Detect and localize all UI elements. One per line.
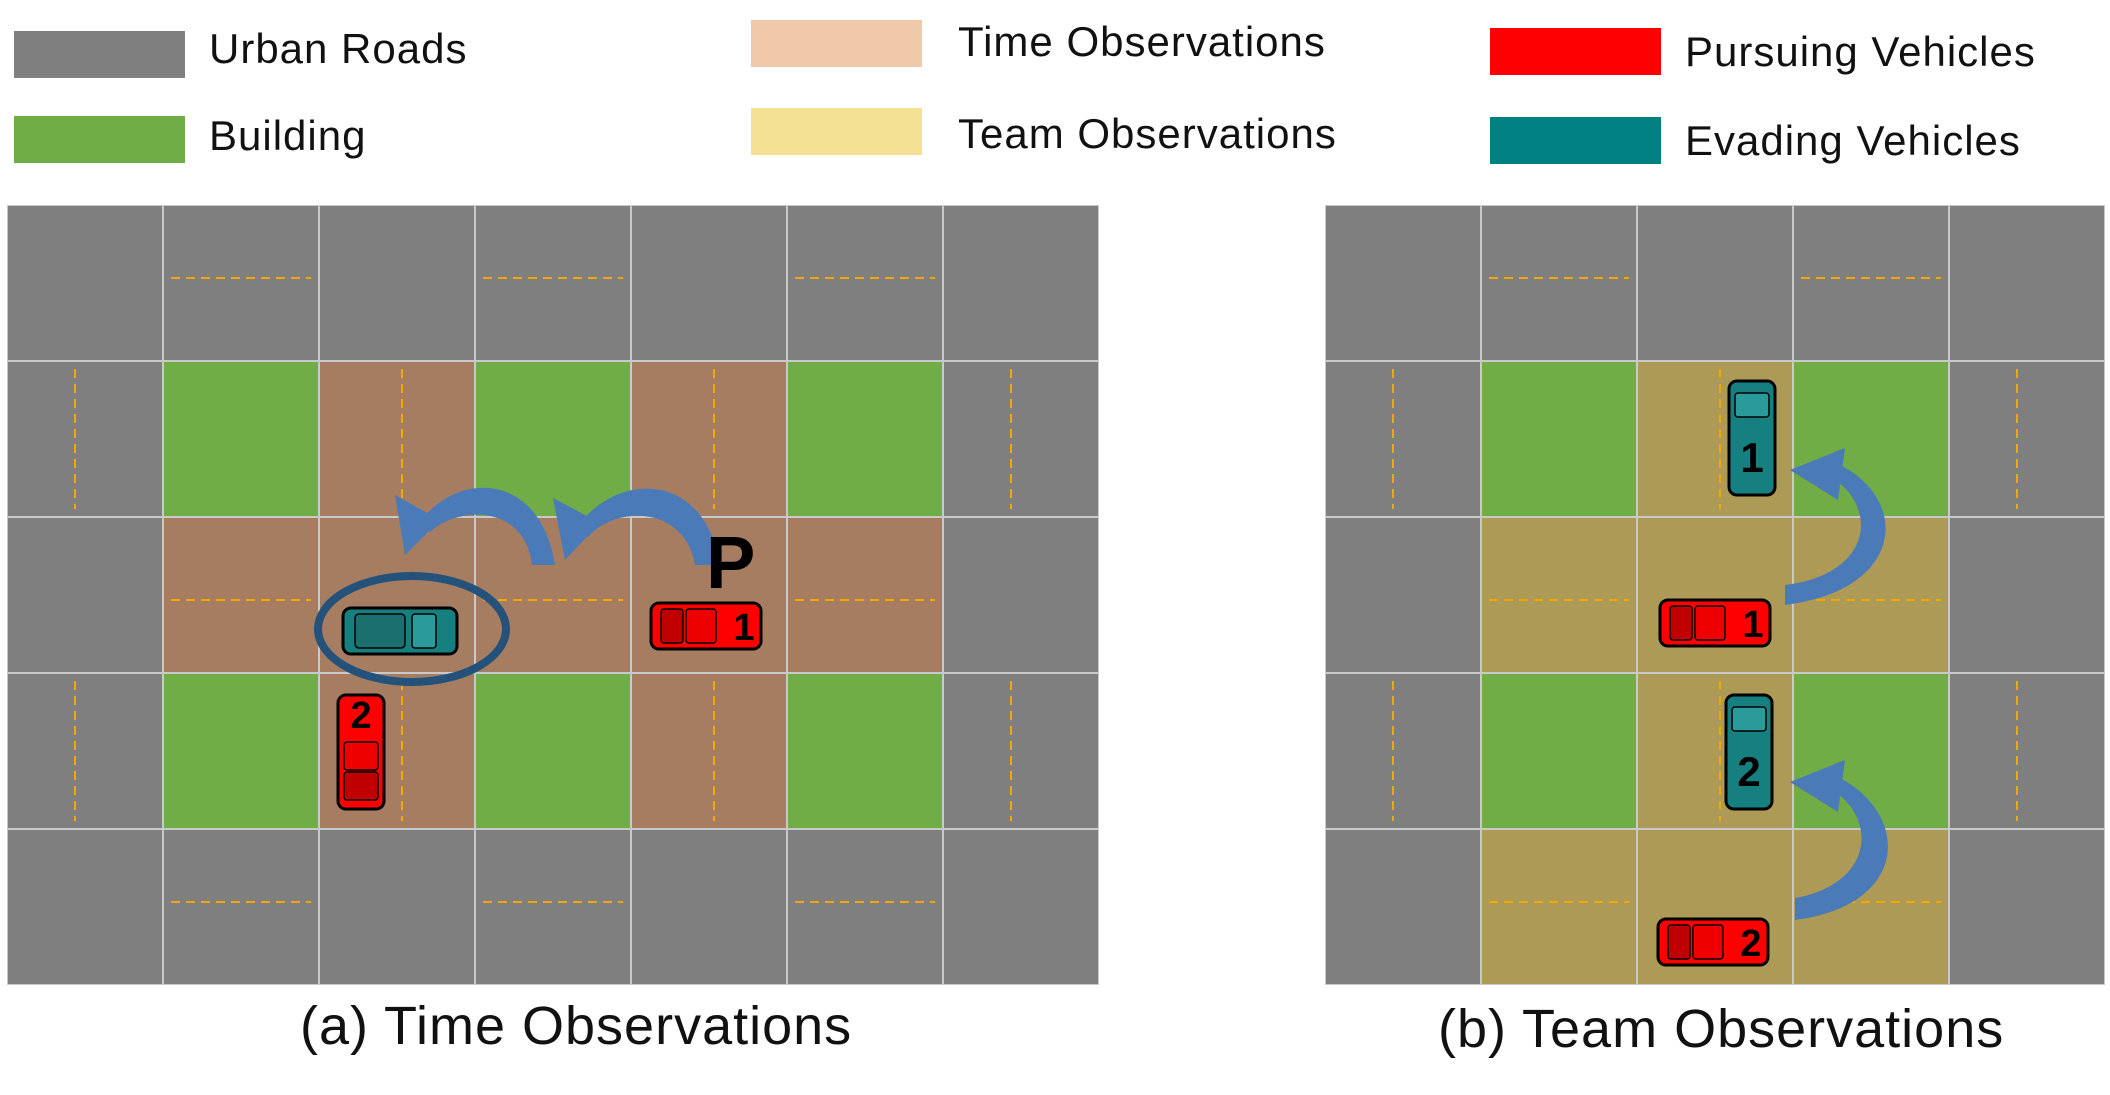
grid-cell-road <box>631 205 787 361</box>
pursuing-vehicle-a-1: 1 <box>649 601 763 651</box>
legend-swatch-team-observations <box>751 108 922 155</box>
grid-cell-road <box>631 829 787 985</box>
evader-number: 2 <box>1737 748 1760 795</box>
legend-swatch-building <box>14 116 185 163</box>
grid-cell-road <box>1325 517 1481 673</box>
grid-cell-time <box>319 361 475 517</box>
arrow-a-second-hop <box>575 488 720 565</box>
grid-cell-road <box>1325 205 1481 361</box>
pursuer-number: 2 <box>350 695 371 737</box>
legend-label-team-observations: Team Observations <box>958 110 1337 157</box>
grid-cell-road <box>943 361 1099 517</box>
grid-cell-road <box>475 829 631 985</box>
grid-cell-road <box>319 829 475 985</box>
grid-cell-road <box>1949 205 2105 361</box>
grid-cell-road <box>1481 205 1637 361</box>
grid-cell-road <box>787 829 943 985</box>
grid-cell-road <box>943 829 1099 985</box>
arrow-b-upper <box>1785 465 1886 605</box>
evading-vehicle-a <box>341 606 459 656</box>
grid-cell-road <box>1949 673 2105 829</box>
pursuing-vehicle-b-2: 2 <box>1656 917 1770 967</box>
pursuing-vehicle-b-1: 1 <box>1658 598 1772 648</box>
grid-cell-building <box>787 361 943 517</box>
grid-cell-building <box>1481 673 1637 829</box>
grid-cell-road <box>7 829 163 985</box>
grid-cell-road <box>163 829 319 985</box>
grid-cell-building <box>475 361 631 517</box>
grid-cell-team <box>1481 829 1637 985</box>
pursuer-number: 1 <box>733 607 754 649</box>
grid-cell-road <box>1637 205 1793 361</box>
grid-cell-road <box>1325 673 1481 829</box>
caption-panel-b: (b) Team Observations <box>1438 999 2005 1059</box>
grid-cell-road <box>943 205 1099 361</box>
grid-cell-building <box>787 673 943 829</box>
grid-cell-road <box>943 673 1099 829</box>
grid-cell-road <box>1325 829 1481 985</box>
evader-number: 1 <box>1740 434 1763 481</box>
evading-vehicle-b-2: 2 <box>1724 693 1774 811</box>
arrow-a-first-hop-head <box>395 495 440 555</box>
legend-label-building: Building <box>209 112 367 159</box>
grid-cell-road <box>1949 361 2105 517</box>
grid-cell-road <box>7 673 163 829</box>
arrow-b-lower <box>1795 778 1888 920</box>
legend-label-pursuing-vehicles: Pursuing Vehicles <box>1685 28 2036 75</box>
grid-cell-road <box>7 361 163 517</box>
grid-cell-road <box>1949 829 2105 985</box>
legend-swatch-time-observations <box>751 20 922 67</box>
grid-cell-road <box>1793 205 1949 361</box>
grid-cell-road <box>1325 361 1481 517</box>
evading-vehicle-b-1: 1 <box>1727 379 1777 497</box>
grid-cell-building <box>475 673 631 829</box>
grid-cell-road <box>7 205 163 361</box>
caption-panel-a: (a) Time Observations <box>300 996 853 1056</box>
grid-cell-building <box>1481 361 1637 517</box>
legend-swatch-pursuing-vehicles <box>1490 28 1661 75</box>
grid-cell-road <box>1949 517 2105 673</box>
grid-cell-road <box>943 517 1099 673</box>
grid-cell-road <box>475 205 631 361</box>
grid-cell-time <box>631 673 787 829</box>
grid-cell-road <box>163 205 319 361</box>
grid-cell-road <box>319 205 475 361</box>
arrow-b-lower-head <box>1790 760 1845 812</box>
arrow-b-upper-head <box>1790 448 1845 500</box>
grid-cell-road <box>787 205 943 361</box>
legend-label-time-observations: Time Observations <box>958 18 1326 65</box>
pursuer-number: 1 <box>1742 604 1763 646</box>
legend-label-evading-vehicles: Evading Vehicles <box>1685 117 2021 164</box>
grid-cell-time <box>787 517 943 673</box>
legend-label-urban-roads: Urban Roads <box>209 25 468 72</box>
grid-cell-road <box>7 517 163 673</box>
arrow-a-second-hop-head <box>553 498 600 560</box>
pursuing-vehicle-a-2: 2 <box>336 693 386 811</box>
grid-cell-team <box>1481 517 1637 673</box>
legend-swatch-urban-roads <box>14 31 185 78</box>
grid-cell-building <box>163 673 319 829</box>
legend-swatch-evading-vehicles <box>1490 117 1661 164</box>
grid-cell-building <box>163 361 319 517</box>
grid-cell-time <box>163 517 319 673</box>
pursuer-number: 2 <box>1740 923 1761 965</box>
detection-ring <box>314 572 510 686</box>
pursuer-p-marker: P <box>706 521 756 604</box>
arrow-a-first-hop <box>418 487 555 565</box>
